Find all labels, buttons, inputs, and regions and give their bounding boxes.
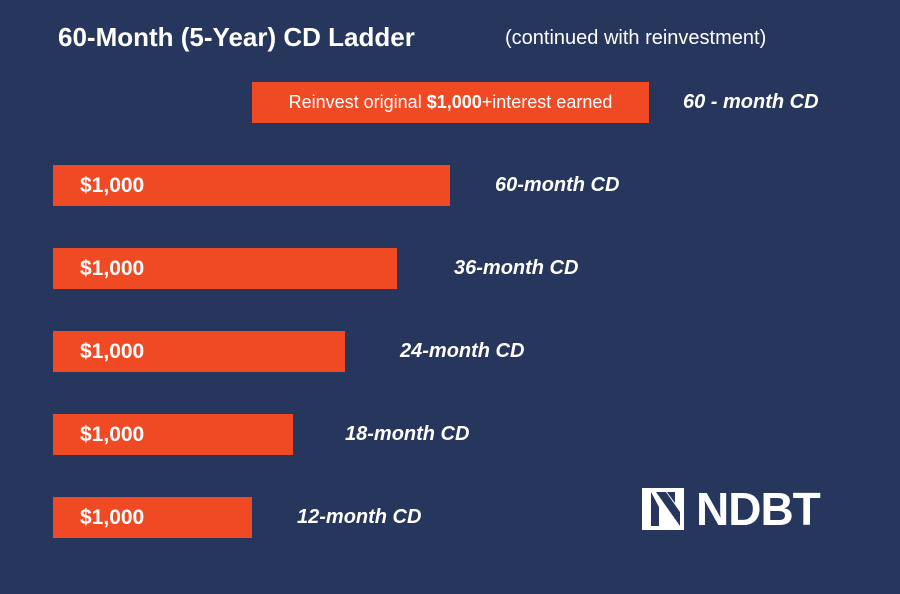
reinvest-term-label: 60 - month CD xyxy=(683,91,819,113)
ndbt-logo: NDBT xyxy=(642,483,821,535)
rung-term-60: 60-month CD xyxy=(495,174,620,196)
page-subtitle: (continued with reinvestment) xyxy=(505,27,767,49)
rung-bar-24: $1,000 xyxy=(53,331,345,372)
ndbt-logo-icon xyxy=(642,488,684,530)
rung-term-36: 36-month CD xyxy=(454,257,579,279)
logo-text: NDBT xyxy=(696,483,821,535)
reinvest-amount: $1,000 xyxy=(426,92,482,112)
rung-bar-36: $1,000 xyxy=(53,248,397,289)
rung-bar-18: $1,000 xyxy=(53,414,293,455)
reinvest-text-after: +interest earned xyxy=(481,92,613,112)
page-title: 60-Month (5-Year) CD Ladder xyxy=(58,22,415,52)
rung-bar-60: $1,000 xyxy=(53,165,450,206)
rung-term-12: 12-month CD xyxy=(297,506,422,528)
rung-term-18: 18-month CD xyxy=(345,423,470,445)
reinvest-bar: Reinvest original $1,000 +interest earned xyxy=(252,82,649,123)
reinvest-text-before: Reinvest original xyxy=(288,92,427,112)
rung-bar-12: $1,000 xyxy=(53,497,252,538)
rung-term-24: 24-month CD xyxy=(400,340,525,362)
